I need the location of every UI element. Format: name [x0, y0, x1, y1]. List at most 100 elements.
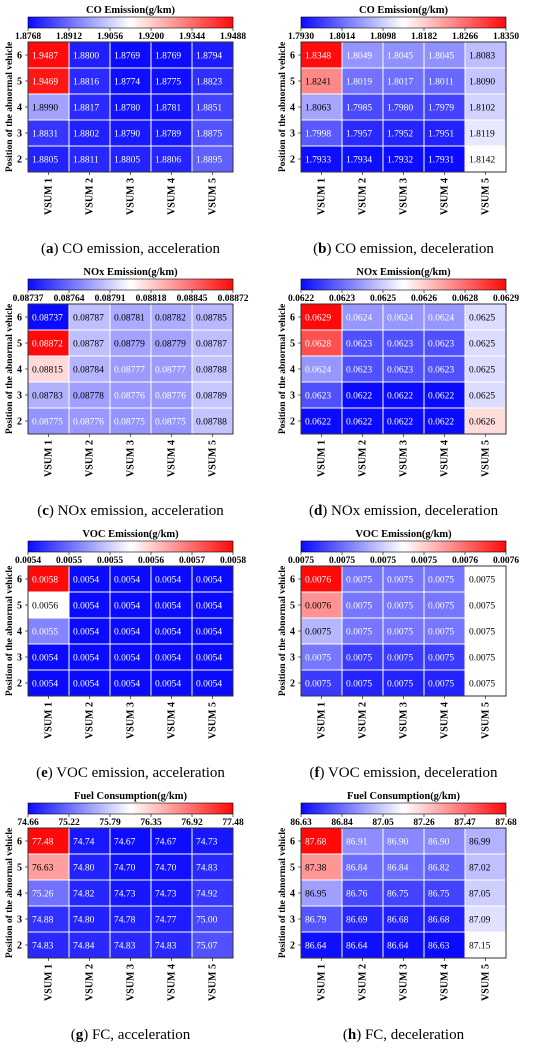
y-tick-label: 2 [290, 679, 295, 690]
heatmap-cell-value: 1.8769 [114, 52, 140, 62]
heatmap-cell-value: 74.73 [114, 890, 136, 900]
colorbar-tick-label: 0.0628 [452, 294, 478, 304]
colorbar-tick-label: 0.0075 [288, 556, 314, 566]
heatmap-cell [68, 93, 111, 121]
y-tick-label: 6 [17, 837, 22, 848]
heatmap-cell [382, 407, 425, 435]
y-tick-label: 4 [17, 365, 22, 376]
heatmap-cell [382, 905, 425, 933]
heatmap-cell-value: 0.08779 [155, 340, 186, 350]
heatmap-cell [68, 853, 111, 881]
heatmap-cell-value: 0.08872 [32, 340, 63, 350]
heatmap-cell-value: 74.83 [196, 864, 218, 874]
colorbar-tick-label: 1.9488 [220, 32, 246, 42]
heatmap-cell-value: 74.84 [73, 942, 95, 952]
heatmap-cell [464, 827, 507, 855]
heatmap-cell-value: 0.0054 [155, 654, 181, 664]
heatmap-cell [341, 355, 384, 383]
heatmap-cell [423, 617, 466, 645]
y-axis-label: Position of the abnormal vehicle [5, 828, 15, 958]
heatmap-cell-value: 74.83 [155, 942, 177, 952]
heatmap-panel-d: NOx Emission(g/km) 0.0622 0.0623 0.0625 0.06… [278, 267, 519, 519]
y-tick-label: 3 [290, 129, 295, 140]
heatmap-cell-value: 86.76 [346, 890, 368, 900]
heatmap-cell-value: 1.8769 [155, 52, 181, 62]
chart-title: CO Emission(g/km) [359, 5, 448, 16]
y-tick-label: 2 [17, 679, 22, 690]
colorbar-tick-label: 0.0058 [220, 556, 246, 566]
panel-caption: (e) VOC emission, acceleration [36, 765, 225, 781]
heatmap-cell-value: 0.08815 [32, 366, 63, 376]
heatmap-cell [382, 145, 425, 173]
x-tick-label: VSUM 1 [317, 964, 328, 1001]
heatmap-cell-value: 0.0054 [32, 654, 58, 664]
heatmap-cell-value: 0.0075 [346, 654, 372, 664]
heatmap-cell [341, 905, 384, 933]
heatmap-cell [109, 119, 152, 147]
heatmap-cell-value: 75.00 [196, 916, 218, 926]
heatmap-cell-value: 0.0625 [469, 314, 495, 324]
heatmap-cell-value: 1.8806 [155, 156, 181, 166]
heatmap-cell-value: 1.8794 [196, 52, 222, 62]
heatmap-cell-value: 1.8823 [196, 78, 222, 88]
heatmap-cell [27, 931, 70, 959]
heatmap-cell-value: 1.8102 [469, 104, 495, 114]
heatmap-cell-value: 1.8816 [73, 78, 99, 88]
heatmap-cell-value: 0.08778 [73, 392, 104, 402]
heatmap-cell-value: 74.74 [73, 838, 95, 848]
y-tick-label: 4 [290, 889, 295, 900]
caption-letter: h [348, 1027, 357, 1043]
panel-caption: (f) VOC emission, deceleration [309, 765, 498, 781]
y-axis-label: Position of the abnormal vehicle [5, 42, 15, 172]
heatmap-cell-value: 76.63 [32, 864, 54, 874]
heatmap-cell-value: 0.08782 [155, 314, 186, 324]
heatmap-cell-value: 0.0054 [73, 628, 99, 638]
heatmap-cell-value: 0.0622 [387, 392, 413, 402]
heatmap-cell-value: 1.8805 [114, 156, 140, 166]
colorbar-tick-label: 0.0055 [97, 556, 123, 566]
heatmap-cell [423, 853, 466, 881]
heatmap-cell-value: 1.8083 [469, 52, 495, 62]
heatmap-cell-value: 86.91 [346, 838, 368, 848]
colorbar [300, 540, 507, 553]
heatmap-cell-value: 0.08788 [196, 366, 227, 376]
heatmap-cell-value: 74.83 [114, 942, 136, 952]
colorbar-tick-label: 1.8182 [411, 32, 437, 42]
heatmap-cell-value: 0.08776 [114, 392, 145, 402]
colorbar-tick-label: 74.66 [17, 818, 39, 828]
heatmap-cell-value: 0.08787 [73, 340, 104, 350]
heatmap-cell-value: 1.7932 [387, 156, 413, 166]
heatmap-cell-value: 87.02 [469, 864, 491, 874]
colorbar-tick-label: 1.8098 [370, 32, 396, 42]
heatmap-cell-value: 0.08784 [73, 366, 104, 376]
x-tick-label: VSUM 2 [85, 440, 96, 477]
heatmap-cell [150, 565, 193, 593]
heatmap-cell-value: 75.07 [196, 942, 218, 952]
heatmap-cell-value: 0.0622 [428, 392, 454, 402]
colorbar-tick-label: 87.68 [495, 818, 517, 828]
heatmap-cell-value: 86.95 [305, 890, 327, 900]
heatmap-cell-value: 86.79 [305, 916, 327, 926]
colorbar-tick-label: 1.9200 [138, 32, 164, 42]
heatmap-cell-value: 0.0054 [196, 628, 222, 638]
colorbar-tick-label: 86.84 [331, 818, 353, 828]
heatmap-cell-value: 0.08775 [32, 418, 63, 428]
heatmap-cell-value: 0.0054 [196, 680, 222, 690]
x-tick-label: VSUM 5 [481, 702, 492, 739]
heatmap-cell-value: 1.7933 [305, 156, 331, 166]
heatmap-cell-value: 0.0623 [387, 340, 413, 350]
heatmap-cell [464, 643, 507, 671]
y-tick-label: 6 [290, 837, 295, 848]
y-tick-label: 3 [290, 653, 295, 664]
heatmap-cell [423, 93, 466, 121]
heatmap-cell [382, 303, 425, 331]
colorbar-tick-label: 0.0057 [179, 556, 205, 566]
y-tick-label: 6 [290, 51, 295, 62]
heatmap-cell [341, 931, 384, 959]
heatmap-cell [109, 407, 152, 435]
heatmap-cell-value: 74.67 [114, 838, 136, 848]
colorbar [27, 802, 234, 815]
x-tick-label: VSUM 2 [358, 964, 369, 1001]
heatmap-cell-value: 1.9487 [32, 52, 58, 62]
heatmap-cell [423, 381, 466, 409]
